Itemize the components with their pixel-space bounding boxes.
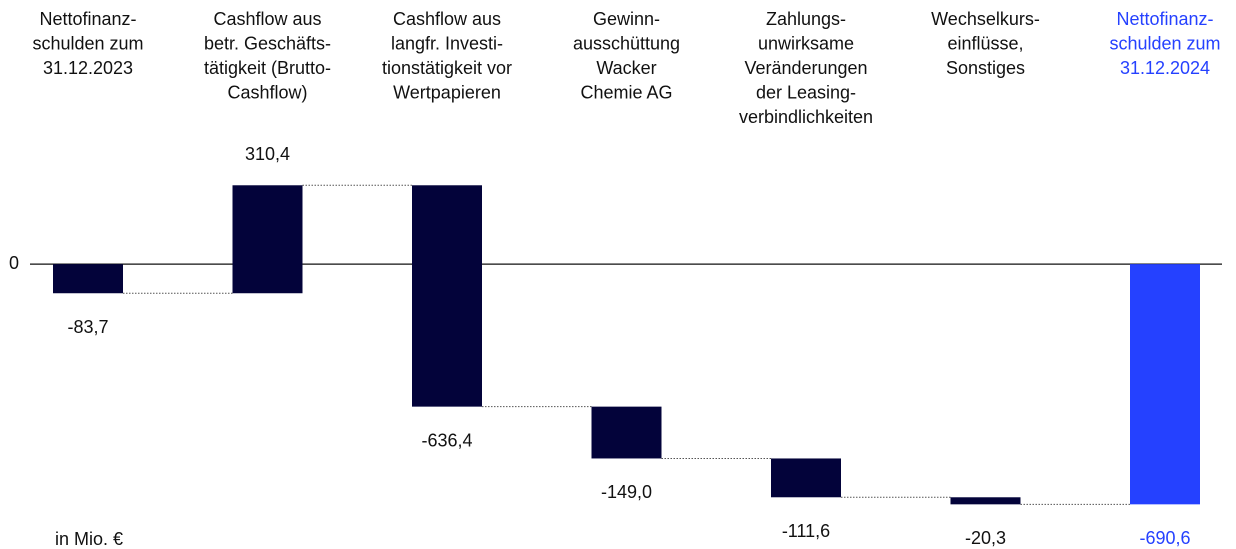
category-label: tätigkeit (Brutto-	[204, 58, 331, 78]
bar	[771, 458, 841, 498]
bar	[591, 406, 662, 459]
category-label: Zahlungs-	[766, 9, 846, 29]
value-label: -636,4	[421, 430, 472, 450]
value-label: -20,3	[965, 528, 1006, 548]
category-label: Wacker	[596, 58, 656, 78]
category-label: schulden zum	[1109, 33, 1220, 53]
category-label: Cashflow aus	[213, 9, 321, 29]
category-label: Cashflow)	[227, 82, 307, 102]
unit-label: in Mio. €	[55, 529, 123, 549]
category-label: Veränderungen	[744, 58, 867, 78]
category-label: Cashflow aus	[393, 9, 501, 29]
category-label: Nettofinanz-	[1116, 9, 1213, 29]
bar	[950, 497, 1021, 505]
category-label: tionstätigkeit vor	[382, 58, 512, 78]
category-label: Nettofinanz-	[39, 9, 136, 29]
category-label: Wechselkurs-	[931, 9, 1040, 29]
category-label: schulden zum	[32, 33, 143, 53]
category-label: 31.12.2024	[1120, 58, 1210, 78]
value-label: -690,6	[1139, 528, 1190, 548]
category-label: Chemie AG	[580, 82, 672, 102]
category-label: ausschüttung	[573, 33, 680, 53]
value-label: -83,7	[67, 317, 108, 337]
value-label: -111,6	[782, 521, 830, 541]
bar	[232, 185, 303, 294]
value-label: 310,4	[245, 144, 290, 164]
bar	[412, 185, 482, 407]
value-label: -149,0	[601, 482, 652, 502]
category-label: unwirksame	[758, 33, 854, 53]
category-label: Sonstiges	[946, 58, 1025, 78]
category-label: betr. Geschäfts-	[204, 33, 331, 53]
bar	[53, 264, 123, 294]
category-label: 31.12.2023	[43, 58, 133, 78]
category-label: Gewinn-	[593, 9, 660, 29]
category-label: der Leasing-	[756, 82, 856, 102]
bar	[1130, 264, 1200, 505]
category-label: verbindlichkeiten	[739, 107, 873, 127]
category-label: einflüsse,	[947, 33, 1023, 53]
y-tick-label: 0	[9, 253, 19, 273]
category-label: Wertpapieren	[393, 82, 501, 102]
category-label: langfr. Investi-	[391, 33, 503, 53]
